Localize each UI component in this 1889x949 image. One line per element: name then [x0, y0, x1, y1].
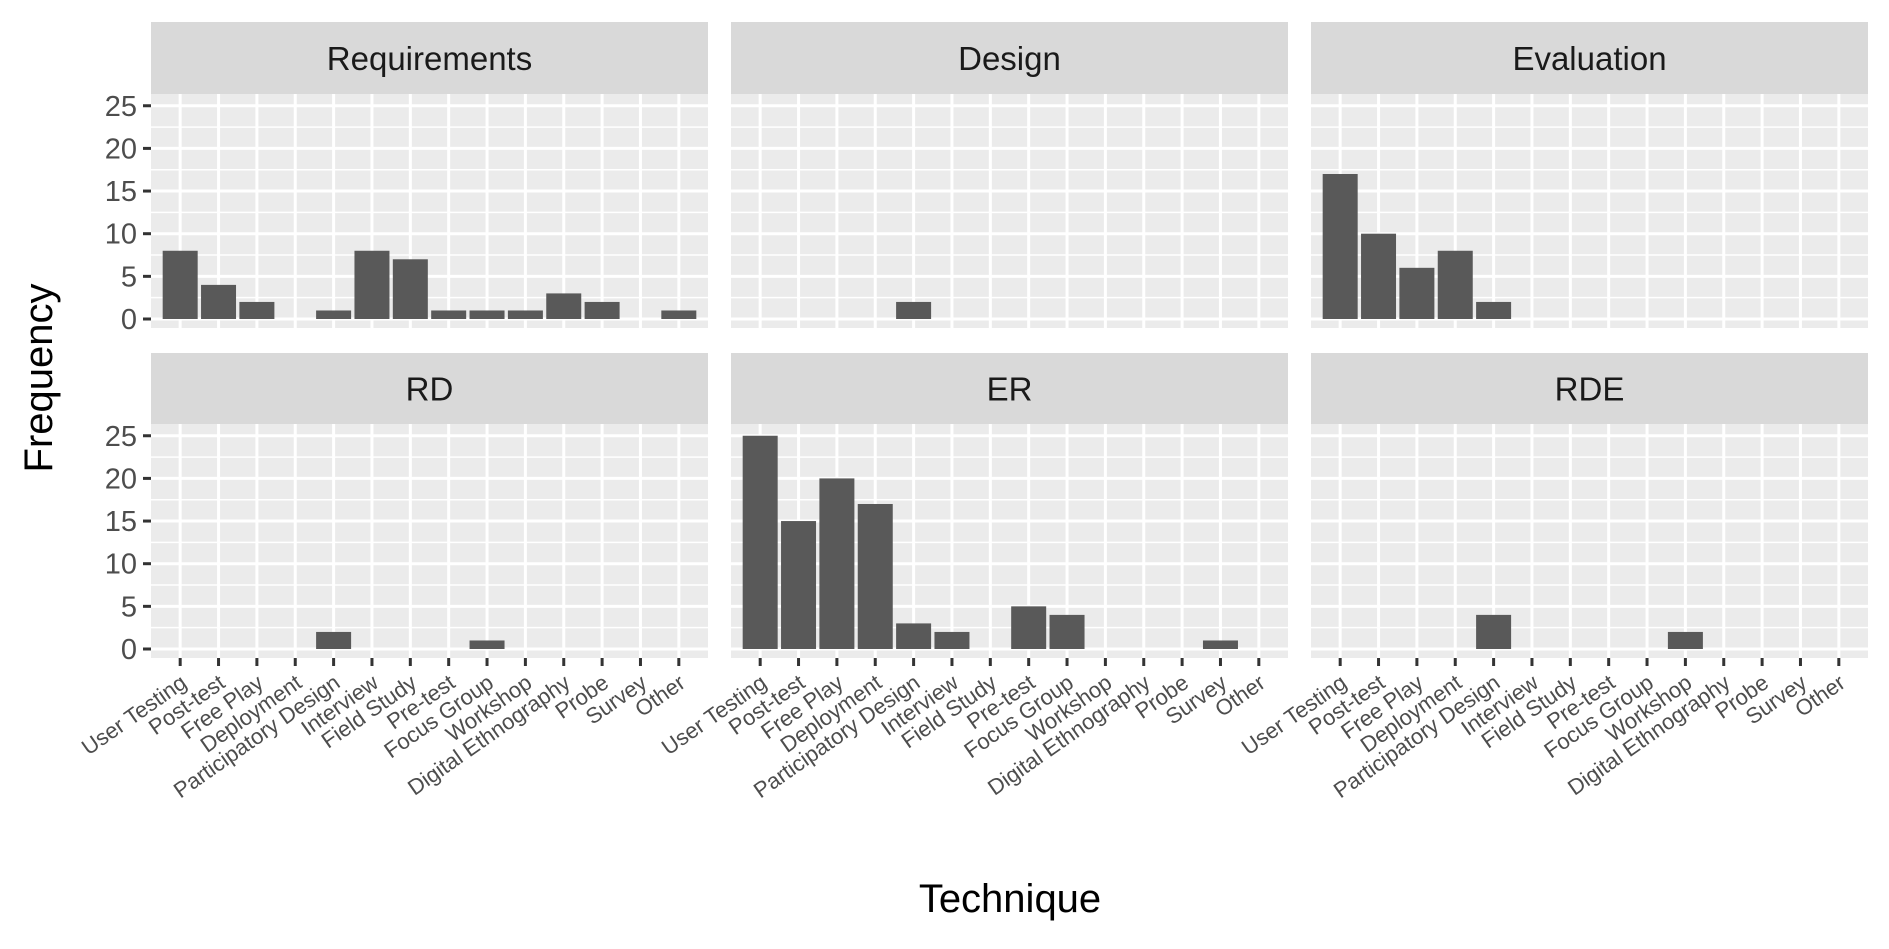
bar-evaluation-free-play — [1399, 267, 1435, 319]
strip-title-er: ER — [987, 371, 1033, 408]
bar-evaluation-deployment — [1437, 250, 1473, 319]
strip-title-rde: RDE — [1555, 371, 1625, 408]
panels-layer: Requirements 0 5 10 15 20 25 Design Evaluation RD… — [77, 22, 1868, 803]
y-tick-label: 10 — [105, 219, 137, 251]
bar-er-survey — [1202, 640, 1238, 649]
bar-requirements-field-study — [392, 259, 428, 319]
bar-requirements-pre-test — [431, 310, 467, 319]
y-tick-label: 20 — [105, 463, 137, 495]
bar-requirements-participatory-design — [316, 310, 352, 319]
y-tick-label: 0 — [121, 634, 137, 666]
strip-requirements — [151, 22, 708, 94]
bar-requirements-workshop — [507, 310, 543, 319]
bar-er-free-play — [819, 478, 855, 649]
strip-er — [731, 353, 1288, 424]
x-axis-title: Technique — [919, 877, 1101, 921]
bar-requirements-digital-ethnography — [546, 293, 582, 319]
bar-evaluation-post-test — [1361, 233, 1397, 319]
y-axis-title: Frequency — [17, 284, 61, 473]
panel-requirements: Requirements 0 5 10 15 20 25 — [105, 22, 708, 336]
bar-evaluation-participatory-design — [1476, 301, 1512, 319]
bar-er-participatory-design — [896, 623, 932, 649]
strip-rd — [151, 353, 708, 424]
bar-er-user-testing — [742, 435, 778, 649]
bar-er-interview — [934, 631, 970, 649]
plot-bg-rd — [151, 424, 708, 658]
y-tick-label: 20 — [105, 133, 137, 165]
y-tick-label: 25 — [105, 91, 137, 123]
y-tick-label: 15 — [105, 506, 137, 538]
bar-rd-participatory-design — [316, 631, 352, 649]
y-tick-label: 0 — [121, 304, 137, 336]
bar-requirements-user-testing — [162, 250, 198, 319]
bar-requirements-other — [661, 310, 697, 319]
panel-evaluation: Evaluation — [1311, 22, 1868, 328]
strip-title-design: Design — [958, 40, 1061, 77]
y-tick-label: 25 — [105, 421, 137, 453]
bar-er-deployment — [857, 503, 893, 649]
strip-title-rd: RD — [406, 371, 454, 408]
bar-requirements-probe — [584, 301, 620, 319]
strip-title-evaluation: Evaluation — [1512, 40, 1666, 77]
plot-bg-design — [731, 94, 1288, 328]
plot-bg-requirements — [151, 94, 708, 328]
bar-er-pre-test — [1011, 606, 1047, 649]
bar-requirements-focus-group — [469, 310, 505, 319]
y-tick-label: 15 — [105, 176, 137, 208]
bar-rd-focus-group — [469, 640, 505, 649]
bar-requirements-interview — [354, 250, 390, 319]
bar-requirements-free-play — [239, 301, 275, 319]
strip-evaluation — [1311, 22, 1868, 94]
bar-rde-workshop — [1667, 631, 1703, 649]
strip-title-requirements: Requirements — [327, 40, 532, 77]
strip-design — [731, 22, 1288, 94]
bar-evaluation-user-testing — [1322, 173, 1358, 319]
plot-bg-rde — [1311, 424, 1868, 658]
y-tick-label: 10 — [105, 549, 137, 581]
bar-requirements-post-test — [201, 284, 237, 319]
bar-rde-participatory-design — [1476, 614, 1512, 649]
bar-design-participatory-design — [896, 301, 932, 319]
strip-rde — [1311, 353, 1868, 424]
y-tick-label: 5 — [121, 261, 137, 293]
panel-design: Design — [731, 22, 1288, 328]
bar-er-post-test — [781, 521, 817, 649]
bar-er-focus-group — [1049, 614, 1085, 649]
y-tick-label: 5 — [121, 591, 137, 623]
